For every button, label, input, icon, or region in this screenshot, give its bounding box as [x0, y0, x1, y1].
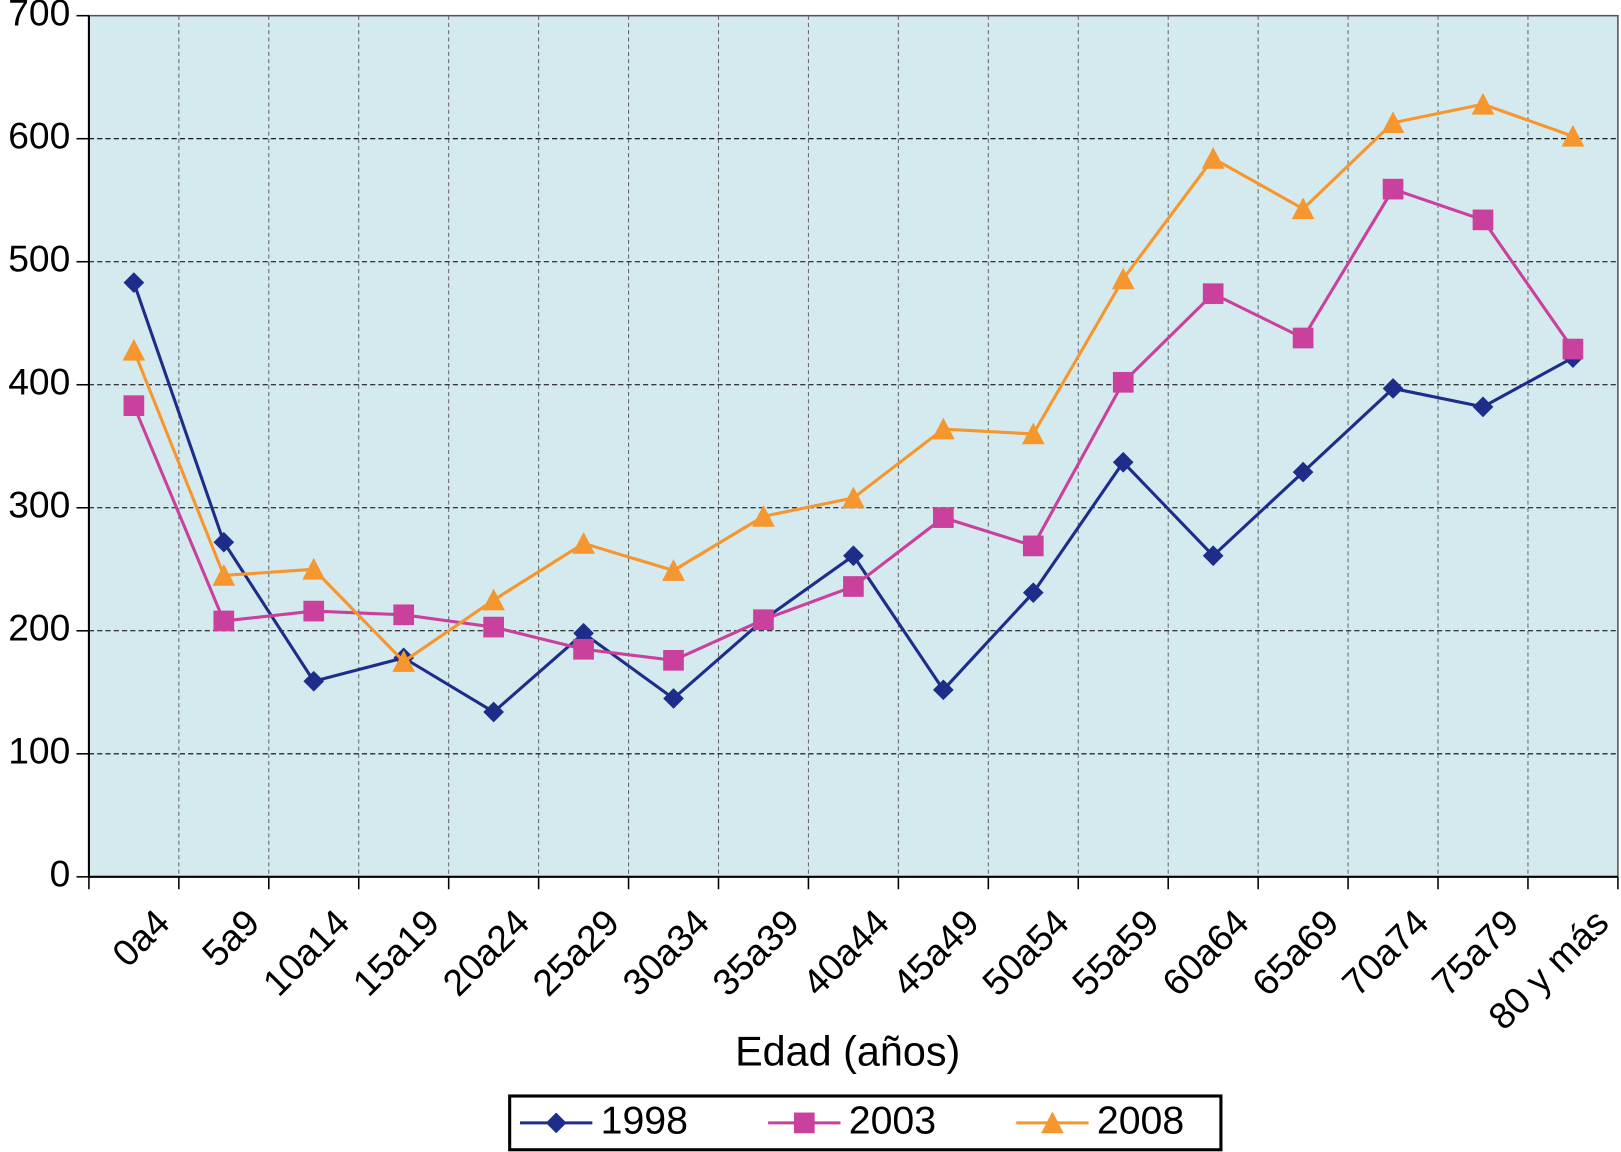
point [1561, 124, 1585, 147]
x-tick-label: 15a19 [344, 901, 447, 1004]
point [123, 395, 145, 416]
point [1202, 545, 1224, 567]
legend-label: 2008 [1097, 1098, 1184, 1142]
point [1382, 378, 1404, 399]
point [931, 417, 955, 440]
y-tick-label: 100 [8, 730, 70, 772]
point [483, 616, 504, 638]
point [933, 507, 954, 528]
point [1381, 111, 1405, 134]
point [1022, 535, 1044, 557]
point [212, 564, 236, 586]
point [303, 670, 325, 692]
point [393, 604, 415, 626]
point [1472, 209, 1494, 231]
point [1112, 371, 1134, 393]
legend-box [508, 1094, 1223, 1152]
y-tick-label: 500 [8, 238, 70, 280]
point [122, 338, 146, 361]
point [302, 557, 326, 580]
point [303, 600, 325, 622]
legend-marker [793, 1112, 815, 1134]
x-tick-label: 65a69 [1244, 901, 1347, 1004]
point [1292, 327, 1314, 349]
point [1382, 178, 1404, 200]
point [1112, 451, 1134, 473]
point [483, 701, 504, 723]
x-tick-label: 30a34 [614, 901, 717, 1004]
point [843, 545, 864, 567]
x-tick-label: 60a64 [1154, 901, 1257, 1004]
point [1201, 147, 1225, 169]
x-axis-label: Edad (años) [735, 1029, 960, 1075]
x-tick-label: 35a39 [704, 901, 807, 1004]
point [572, 532, 595, 554]
point [752, 505, 775, 527]
y-tick-label: 400 [8, 361, 70, 403]
point [213, 610, 235, 632]
point [843, 576, 864, 597]
y-tick-label: 600 [8, 115, 70, 157]
x-tick-label: 25a29 [524, 901, 627, 1004]
point [753, 609, 774, 631]
legend-marker [1041, 1111, 1064, 1134]
legend-label: 1998 [601, 1098, 688, 1142]
y-tick-label: 700 [8, 0, 70, 34]
plot-area [88, 14, 1619, 878]
x-tick-label: 55a59 [1064, 901, 1167, 1004]
point [1292, 461, 1314, 483]
point [482, 588, 506, 611]
point [1562, 338, 1584, 360]
x-tick-label: 5a9 [194, 901, 268, 975]
point [392, 650, 416, 672]
point [1202, 283, 1224, 305]
point [213, 531, 235, 553]
x-tick-label: 50a54 [974, 901, 1077, 1004]
point [1111, 267, 1135, 290]
point [933, 679, 954, 701]
y-tick-label: 200 [8, 607, 70, 649]
x-tick-label: 20a24 [434, 901, 537, 1004]
point [1021, 422, 1045, 445]
x-tick-label: 0a4 [104, 901, 178, 975]
point [1471, 92, 1495, 115]
point [663, 688, 684, 709]
point [842, 486, 865, 509]
point [662, 559, 685, 581]
x-tick-label: 70a74 [1334, 901, 1437, 1004]
point [1472, 396, 1494, 418]
x-tick-label: 45a49 [884, 901, 987, 1004]
x-tick-label: 10a14 [254, 901, 357, 1004]
legend-label: 2003 [849, 1098, 936, 1142]
y-tick-label: 300 [8, 484, 70, 526]
y-tick-label: 0 [50, 853, 71, 895]
point [573, 638, 594, 660]
point [663, 649, 684, 671]
point [1291, 197, 1315, 220]
point [573, 622, 594, 644]
point [1022, 582, 1044, 603]
x-tick-label: 40a44 [794, 901, 897, 1004]
